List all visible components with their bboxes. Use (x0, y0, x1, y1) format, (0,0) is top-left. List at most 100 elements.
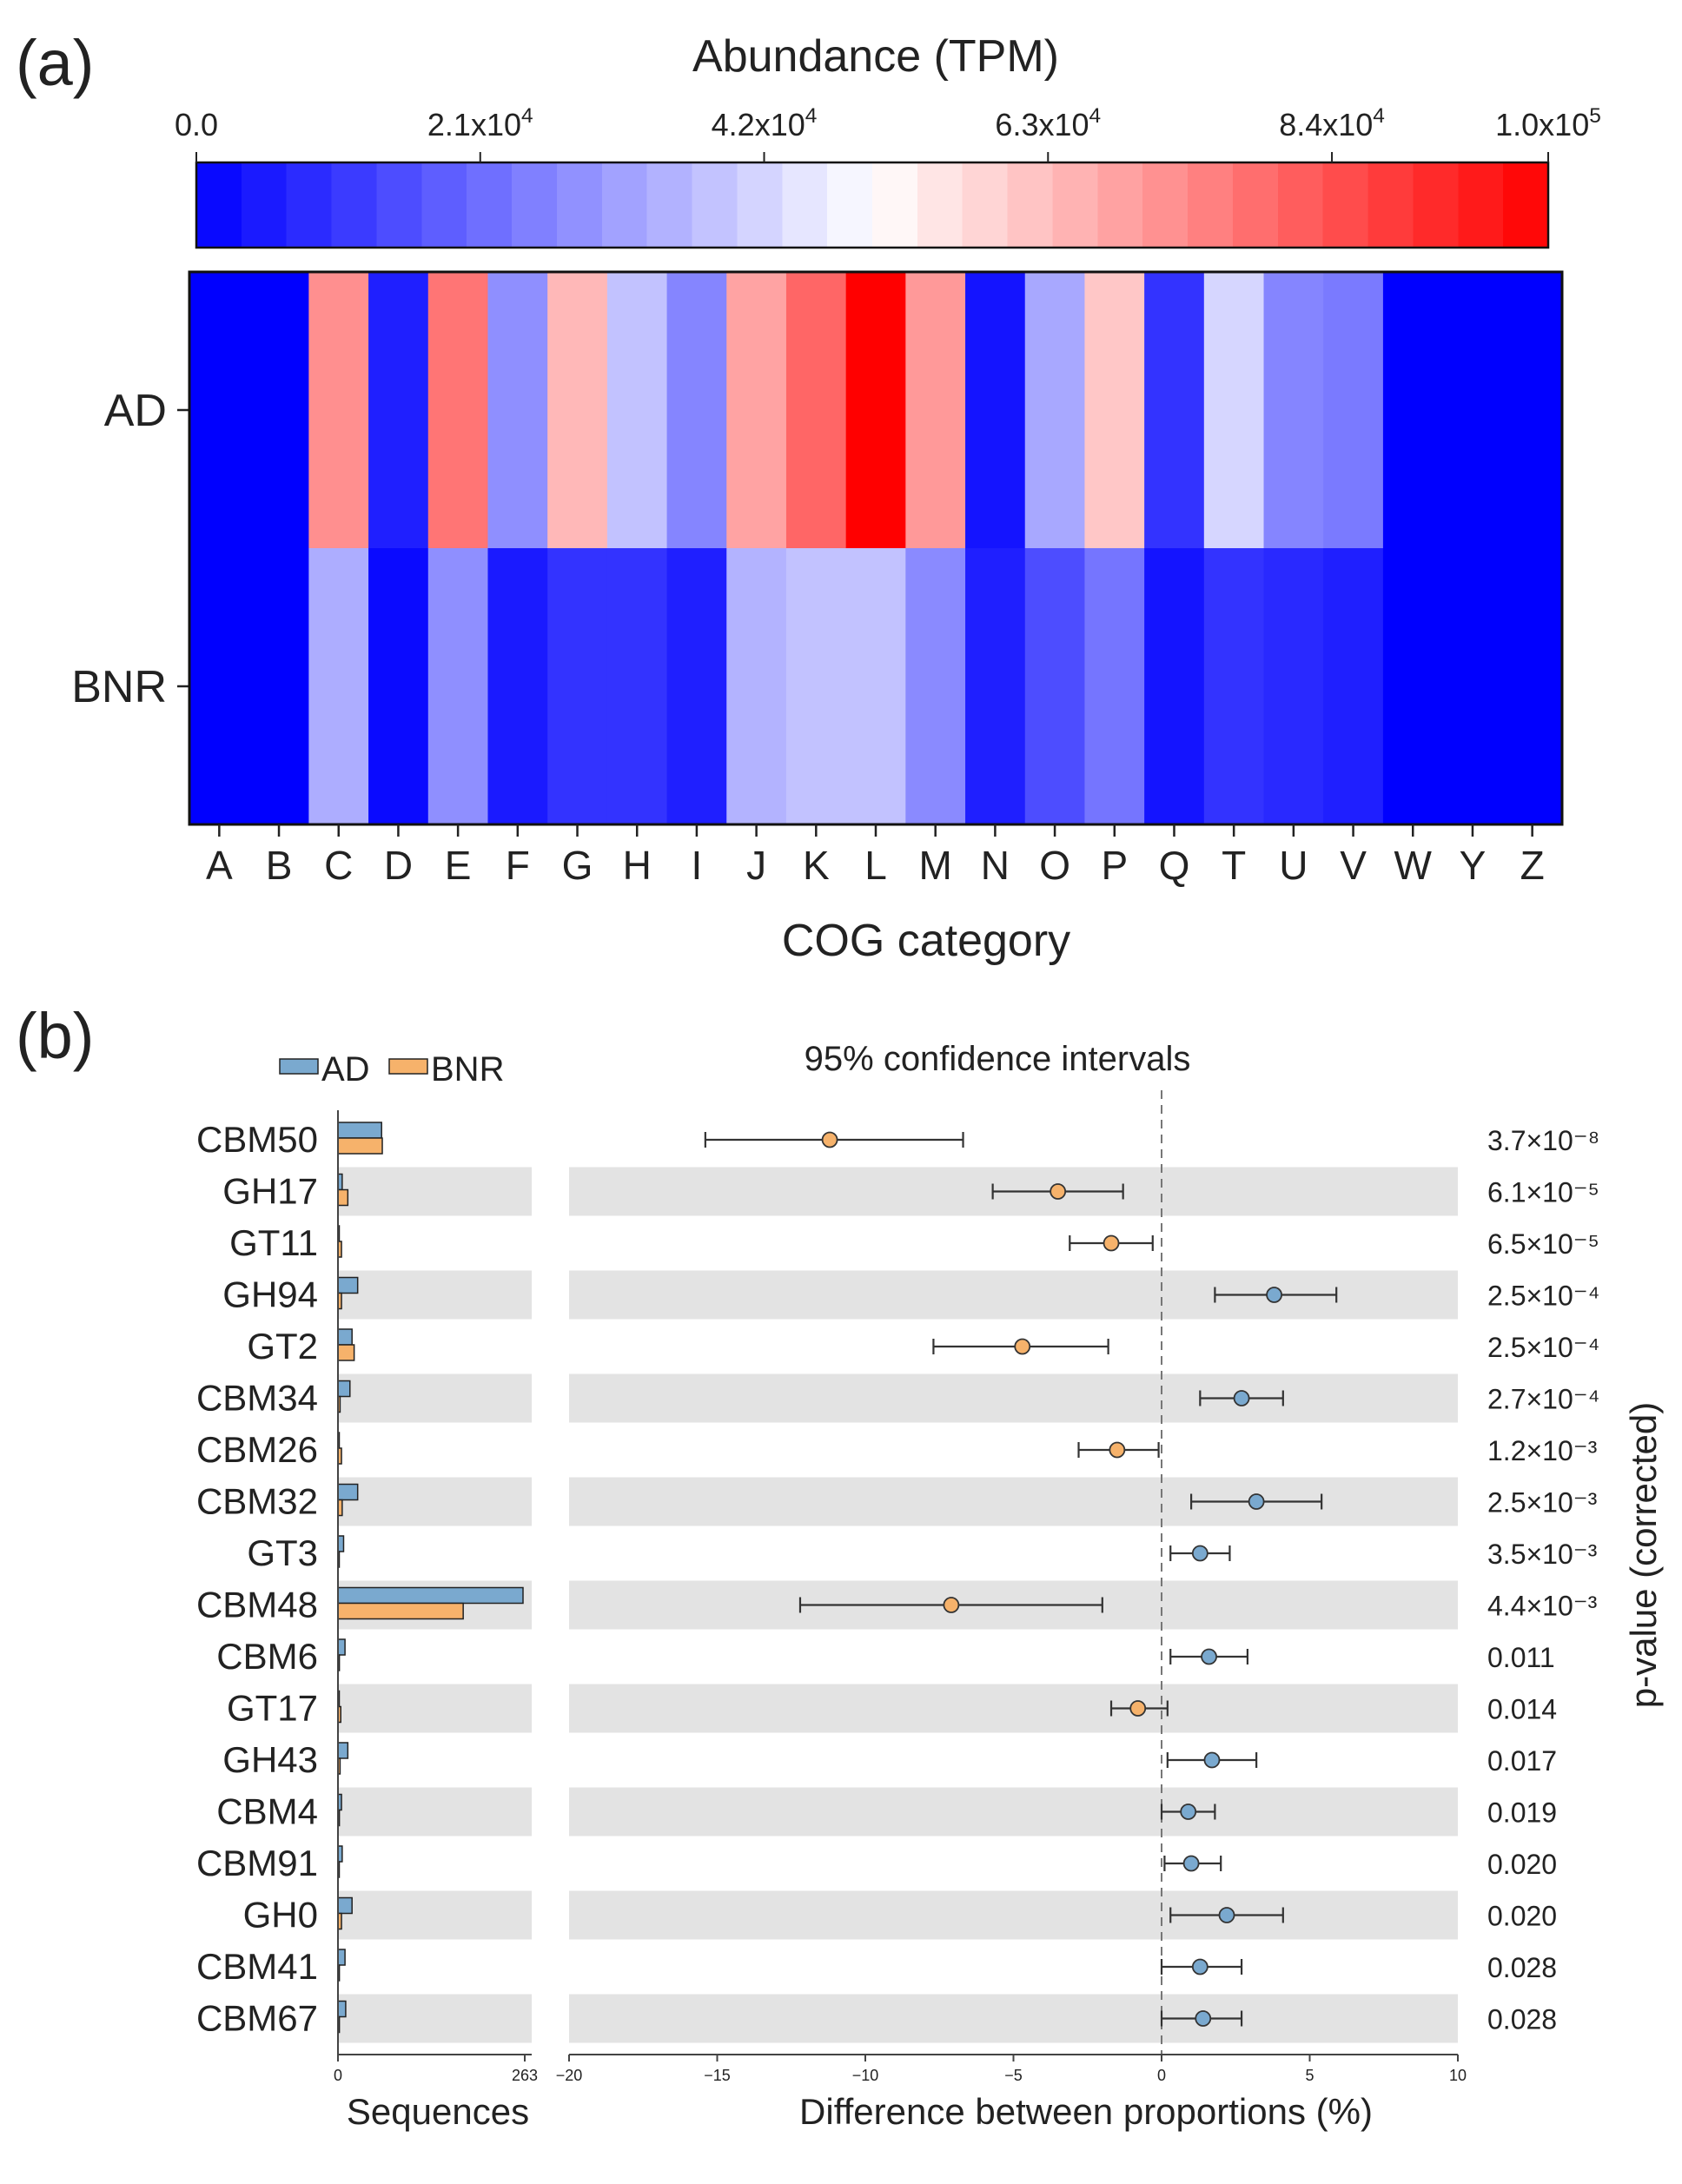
col-label-n: N (981, 843, 1010, 888)
ci-axis-tick-label: 0 (1157, 2067, 1166, 2084)
heatmap-cell (905, 548, 966, 825)
ci-point (1050, 1183, 1067, 1200)
bar-ad (337, 1380, 351, 1398)
colorbar-tick-label: 8.4x104 (1279, 104, 1385, 142)
heatmap-cell (1144, 272, 1205, 549)
heatmap-cell (1502, 272, 1563, 549)
pvalue-label: 0.020 (1487, 1901, 1557, 1932)
col-label-l: L (864, 843, 887, 888)
heatmap-cell (1024, 272, 1086, 549)
heatmap-cell (1203, 548, 1265, 825)
ci-point (1218, 1907, 1235, 1923)
heatmap-cell (487, 548, 548, 825)
row-label-ad: AD (104, 386, 167, 436)
ci-axis-tick-label: −15 (704, 2067, 731, 2084)
bar-ad (337, 1742, 349, 1759)
row-band-right (569, 1787, 1458, 1837)
heatmap-cell (1024, 548, 1086, 825)
heatmap-cell (248, 548, 309, 825)
ci-axis-tick-label: 5 (1305, 2067, 1314, 2084)
col-label-z: Z (1520, 843, 1545, 888)
ci-point (1180, 1803, 1197, 1820)
category-label: GH17 (222, 1171, 318, 1212)
col-label-u: U (1279, 843, 1308, 888)
category-label: CBM50 (196, 1119, 318, 1160)
ci-point (1248, 1493, 1265, 1510)
row-band-right (569, 1477, 1458, 1526)
row-band-left (338, 1890, 532, 1940)
col-label-p: P (1101, 843, 1128, 888)
colorbar-bar (195, 161, 1550, 249)
pvalue-label: 0.028 (1487, 2004, 1557, 2035)
bar-ad (337, 1586, 524, 1605)
pvalue-label: 0.011 (1487, 1642, 1555, 1673)
heatmap-cell (726, 548, 787, 825)
bar-ad (337, 1122, 382, 1139)
category-label: GH43 (222, 1739, 318, 1780)
heatmap-cell (248, 272, 309, 549)
heatmap-cell (427, 272, 489, 549)
heatmap-cell (666, 272, 727, 549)
heatmap-cell (606, 548, 668, 825)
col-label-q: Q (1159, 843, 1190, 888)
heatmap-cell (606, 272, 668, 549)
col-label-a: A (206, 843, 233, 888)
ci-point (1129, 1700, 1147, 1717)
ci-point (1201, 1648, 1217, 1665)
bar-bnr (337, 1602, 464, 1620)
row-band-right (569, 1994, 1458, 2043)
pvalue-label: 0.020 (1487, 1849, 1557, 1880)
col-label-k: K (803, 843, 830, 888)
pvalue-label: 1.2×10⁻³ (1487, 1435, 1598, 1466)
col-label-e: E (445, 843, 472, 888)
category-label: GT3 (247, 1532, 318, 1573)
pvalue-label: 0.017 (1487, 1745, 1557, 1777)
col-label-w: W (1394, 843, 1433, 888)
pvalue-label: 0.028 (1487, 1952, 1557, 1983)
row-band-left (338, 1373, 532, 1423)
ci-point (821, 1131, 838, 1148)
row-band-left (338, 1994, 532, 2043)
row-band-left (338, 1167, 532, 1216)
col-label-c: C (324, 843, 353, 888)
ci-point (1233, 1390, 1250, 1406)
ci-title: 95% confidence intervals (805, 1040, 1191, 1078)
category-label: CBM41 (196, 1946, 318, 1987)
pvalue-label: 2.7×10⁻⁴ (1487, 1384, 1599, 1415)
heatmap-cell (189, 272, 250, 549)
panel-label-a: (a) (16, 27, 94, 99)
heatmap-cell (1382, 548, 1444, 825)
heatmap-cell (427, 548, 489, 825)
pvalue-label: 4.4×10⁻³ (1487, 1591, 1598, 1622)
bar-bnr (337, 1344, 355, 1361)
heatmap-cell (1144, 548, 1205, 825)
heatmap-cell (308, 548, 369, 825)
bar-bnr (337, 1137, 383, 1155)
ci-point (1103, 1234, 1120, 1252)
colorbar-tick-label: 1.0x105 (1495, 104, 1601, 142)
ci-axis-tick-label: −20 (556, 2067, 583, 2084)
col-label-i: I (692, 843, 703, 888)
heatmap-cell (1084, 548, 1145, 825)
colorbar-tick-label: 4.2x104 (712, 104, 818, 142)
heatmap-cell (308, 272, 369, 549)
pvalue-label: 6.5×10⁻⁵ (1487, 1228, 1599, 1260)
heatmap-cell (785, 548, 847, 825)
row-label-bnr: BNR (71, 662, 167, 712)
heatmap-cell (189, 548, 250, 825)
ci-point (1109, 1441, 1126, 1459)
col-label-t: T (1222, 843, 1246, 888)
heatmap-cell (547, 272, 608, 549)
heatmap-cell (1323, 548, 1384, 825)
heatmap-cell (965, 272, 1026, 549)
heatmap-cell (1442, 272, 1503, 549)
heatmap-cell (1382, 272, 1444, 549)
category-label: CBM91 (196, 1843, 318, 1883)
bar-axis-tick-label: 263 (512, 2067, 538, 2084)
pvalue-label: 2.5×10⁻⁴ (1487, 1332, 1599, 1363)
ci-axis-tick-label: −10 (852, 2067, 879, 2084)
col-label-d: D (384, 843, 413, 888)
bar-ad (337, 1328, 353, 1346)
bar-ad (337, 1638, 346, 1656)
heatmap-cell (368, 548, 429, 825)
